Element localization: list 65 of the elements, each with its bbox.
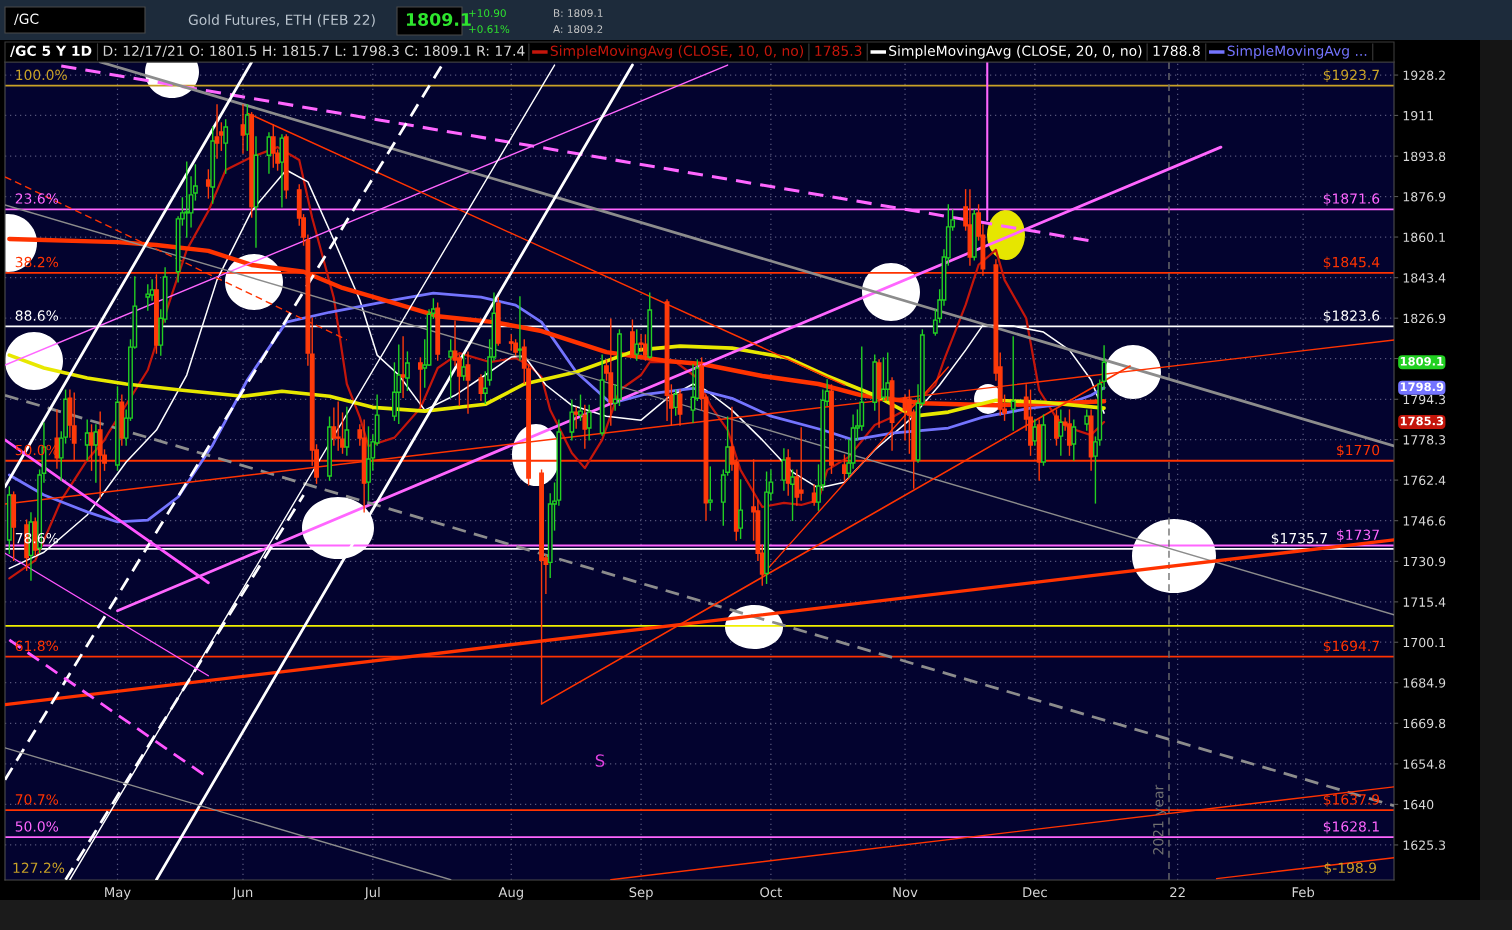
y-tick-label: 1669.8 [1403,718,1446,729]
y-tick-label: 1654.8 [1403,759,1446,769]
text: Gold Futures, ETH (FEB 22) [188,14,375,27]
ref-line-label: $1735.7 [1271,532,1327,546]
legend-label: SimpleMovingAvg (CLOSE, 20, 0, no) [889,45,1142,59]
x-tick-label: Oct [760,887,782,898]
y-tick-label: 1730.9 [1403,556,1446,567]
y-tick-label: 1794.3 [1403,394,1446,405]
annotation: $-198.9 [1324,862,1377,875]
text: 1785.3 [1400,416,1444,426]
annotation: 88.6% [15,310,59,321]
x-tick-label: Jul [364,886,380,900]
text: +0.61% [469,25,510,34]
y-tick-label: 1762.4 [1403,475,1446,486]
x-tick-label: Sep [629,887,653,900]
x-tick-label: Aug [498,887,523,900]
x-tick-label: Jun [232,887,253,900]
annotation: 50.0% [15,821,59,832]
text: /GC [14,13,39,26]
y-tick-label: 1876.9 [1403,192,1446,202]
text: 1809.1 [406,12,471,27]
ref-line-label: $1637.9 [1323,793,1380,807]
ref-line-label: $1694.7 [1323,640,1379,653]
y-tick-label: 1826.9 [1403,313,1446,324]
y-tick-label: 1911 [1403,110,1433,121]
y-tick-label: 1625.3 [1403,840,1446,850]
x-tick-label: 22 [1170,887,1185,897]
ref-line-label: $1628.1 [1323,820,1379,834]
annotation: S [595,754,605,767]
legend-label: SimpleMovingAvg (CLOSE, 10, 0, no) [550,45,804,59]
x-tick-label: Dec [1023,887,1047,898]
y-tick-label: 1640 [1403,799,1434,810]
y-tick-label: 1715.4 [1403,597,1446,607]
y-tick-label: 1928.2 [1403,70,1445,80]
x-tick-label: Feb [1292,886,1315,898]
y-tick-label: 1778.3 [1403,435,1446,445]
x-tick-label: May [105,887,131,900]
ref-line-label: $1871.6 [1323,193,1380,206]
annotation: 127.2% [13,862,65,874]
chart-title: /GC 5 Y 1D [10,45,92,58]
text: 1785.3 [815,45,862,57]
chart-subtitle: D: 12/17/21 O: 1801.5 H: 1815.7 L: 1798.3 C: 1809.1 R: 17.4 [103,45,525,58]
ref-line-label: 2021 year [1153,784,1167,855]
y-tick-label: 1860.1 [1403,232,1445,242]
ref-line-label: $1845.4 [1323,256,1380,270]
text: A: 1809.2 [553,25,603,34]
annotation: 70.7% [15,794,59,805]
ref-line-label: $1770 [1337,444,1380,458]
annotation: 23.6% [15,193,59,204]
text: B: 1809.1 [554,9,603,18]
text: 1809.1 [1400,356,1444,366]
ref-line-label: $1737 [1337,529,1379,542]
x-tick-label: Nov [893,887,918,898]
legend-label: SimpleMovingAvg ... [1227,45,1367,59]
text: 1788.8 [1153,45,1200,57]
text: +10.90 [469,9,506,18]
y-tick-label: 1700.1 [1403,637,1445,648]
y-tick-label: 1893.8 [1403,151,1446,162]
text: 1798.9 [1400,382,1444,392]
annotation: 100.0% [16,69,67,81]
y-tick-label: 1843.4 [1403,273,1446,283]
ref-line-label: $1823.6 [1323,310,1380,323]
y-tick-label: 1684.9 [1403,678,1446,688]
ref-line-label: $1923.7 [1323,69,1379,82]
y-tick-label: 1746.6 [1403,516,1446,526]
